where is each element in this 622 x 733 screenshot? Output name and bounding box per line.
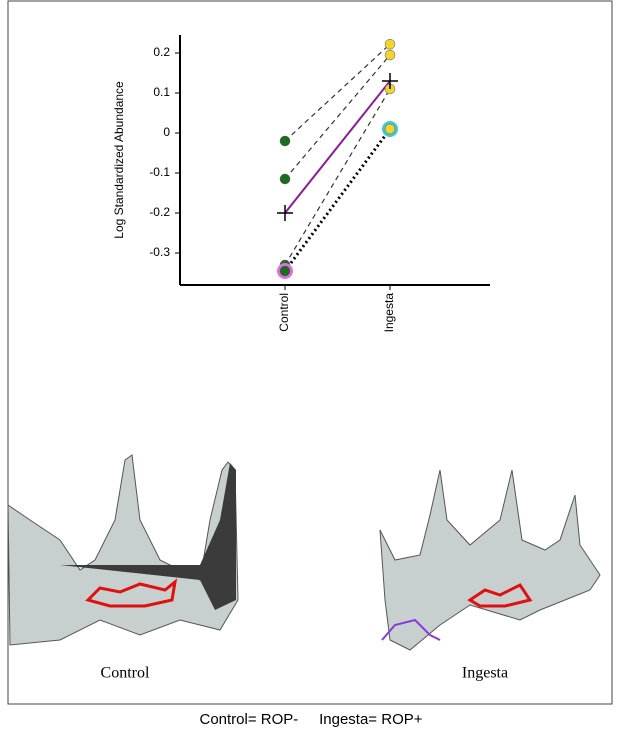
point bbox=[384, 38, 396, 50]
figure-frame bbox=[7, 0, 613, 705]
y-tick-label: 0.2 bbox=[153, 45, 170, 59]
point bbox=[279, 135, 291, 147]
y-axis-title: Log Standardized Abundance bbox=[112, 81, 126, 239]
pair-line bbox=[284, 43, 391, 142]
image-label: Ingesta bbox=[462, 665, 508, 682]
point bbox=[279, 265, 291, 277]
pair-line bbox=[284, 54, 391, 180]
x-tick-label: Control bbox=[277, 293, 291, 332]
y-tick-label: 0 bbox=[163, 125, 170, 139]
y-tick-label: -0.1 bbox=[149, 165, 170, 179]
pair-line bbox=[284, 80, 391, 214]
surface-ingesta bbox=[379, 469, 601, 651]
point bbox=[279, 173, 291, 185]
caption: Control= ROP- Ingesta= ROP+ bbox=[199, 711, 422, 728]
pair-line bbox=[284, 88, 391, 266]
point bbox=[384, 123, 396, 135]
pair-line bbox=[283, 128, 392, 272]
y-tick-label: -0.3 bbox=[149, 245, 170, 259]
mean-marker bbox=[277, 205, 293, 221]
y-tick-label: 0.1 bbox=[153, 85, 170, 99]
x-tick-label: Ingesta bbox=[382, 293, 396, 333]
y-tick-label: -0.2 bbox=[149, 205, 170, 219]
surface-control bbox=[7, 454, 239, 646]
image-label: Control bbox=[101, 665, 150, 682]
point bbox=[384, 49, 396, 61]
mean-marker bbox=[382, 73, 398, 89]
